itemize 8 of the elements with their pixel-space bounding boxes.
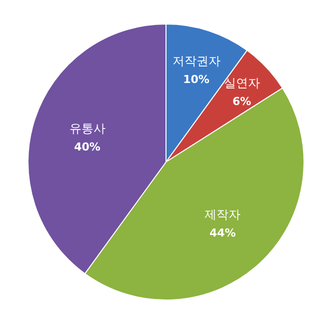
data-label: 10% bbox=[183, 72, 210, 86]
data-label: 44% bbox=[210, 226, 236, 240]
slice-label: 실연자 bbox=[224, 76, 260, 90]
slice-label: 제작자 bbox=[204, 207, 241, 222]
data-label: 6% bbox=[232, 94, 252, 108]
data-label: 40% bbox=[74, 140, 100, 154]
slice-label: 저작권자 bbox=[172, 54, 220, 68]
slice-label: 유통사 bbox=[69, 121, 106, 136]
